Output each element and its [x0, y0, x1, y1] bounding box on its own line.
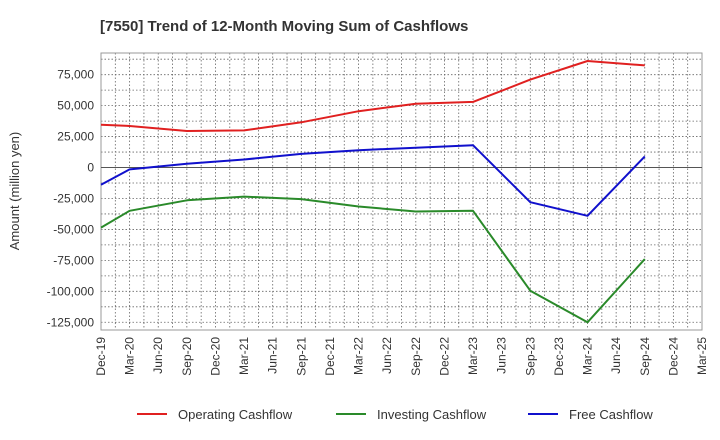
x-tick-label: Sep-24 [638, 337, 652, 376]
y-axis-label: Amount (million yen) [7, 132, 22, 251]
series-lines [100, 60, 646, 324]
x-tick-label: Sep-21 [294, 337, 308, 376]
x-tick-label: Jun-20 [151, 337, 165, 374]
x-tick-label: Sep-20 [180, 337, 194, 376]
y-tick-label: -75,000 [53, 253, 94, 267]
x-tick-label: Mar-25 [695, 337, 709, 375]
legend: Operating Cashflow Investing Cashflow Free… [137, 407, 653, 422]
x-tick-label: Mar-21 [237, 337, 251, 375]
x-tick-label: Mar-24 [581, 337, 595, 375]
y-tick-label: 75,000 [57, 68, 94, 82]
legend-label: Operating Cashflow [178, 407, 293, 422]
y-tick-labels: 75,000 50,000 25,000 0 -25,000 -50,000 -75,000… [47, 68, 95, 330]
y-tick-label: -125,000 [47, 315, 95, 329]
y-tick-label: -100,000 [47, 284, 95, 298]
x-tick-label: Dec-20 [208, 337, 222, 376]
grid-lines [100, 53, 703, 330]
x-tick-label: Jun-21 [266, 337, 280, 374]
x-tick-labels: Dec-19 Mar-20 Jun-20 Sep-20 Dec-20 Mar-21 Jun-… [94, 337, 709, 376]
x-tick-label: Dec-22 [437, 337, 451, 376]
legend-label: Investing Cashflow [377, 407, 487, 422]
x-tick-label: Jun-22 [380, 337, 394, 374]
plot-area [100, 52, 703, 331]
y-tick-label: -50,000 [53, 222, 94, 236]
y-tick-label: 50,000 [57, 99, 94, 113]
x-tick-label: Sep-23 [523, 337, 537, 376]
x-tick-label: Dec-21 [323, 337, 337, 376]
series-line [100, 195, 646, 324]
y-tick-label: -25,000 [53, 191, 94, 205]
x-tick-label: Jun-23 [495, 337, 509, 374]
legend-label: Free Cashflow [569, 407, 653, 422]
series-line [100, 144, 646, 217]
x-tick-label: Mar-22 [352, 337, 366, 375]
x-tick-label: Dec-24 [666, 337, 680, 376]
y-tick-label: 0 [87, 161, 94, 175]
chart-title: [7550] Trend of 12-Month Moving Sum of C… [100, 18, 468, 35]
series-line [100, 60, 645, 132]
y-tick-label: 25,000 [57, 130, 94, 144]
x-tick-label: Jun-24 [609, 337, 623, 374]
x-tick-label: Sep-22 [409, 337, 423, 376]
x-tick-label: Dec-23 [552, 337, 566, 376]
x-tick-label: Dec-19 [94, 337, 108, 376]
x-tick-label: Mar-20 [123, 337, 137, 375]
x-tick-label: Mar-23 [466, 337, 480, 375]
